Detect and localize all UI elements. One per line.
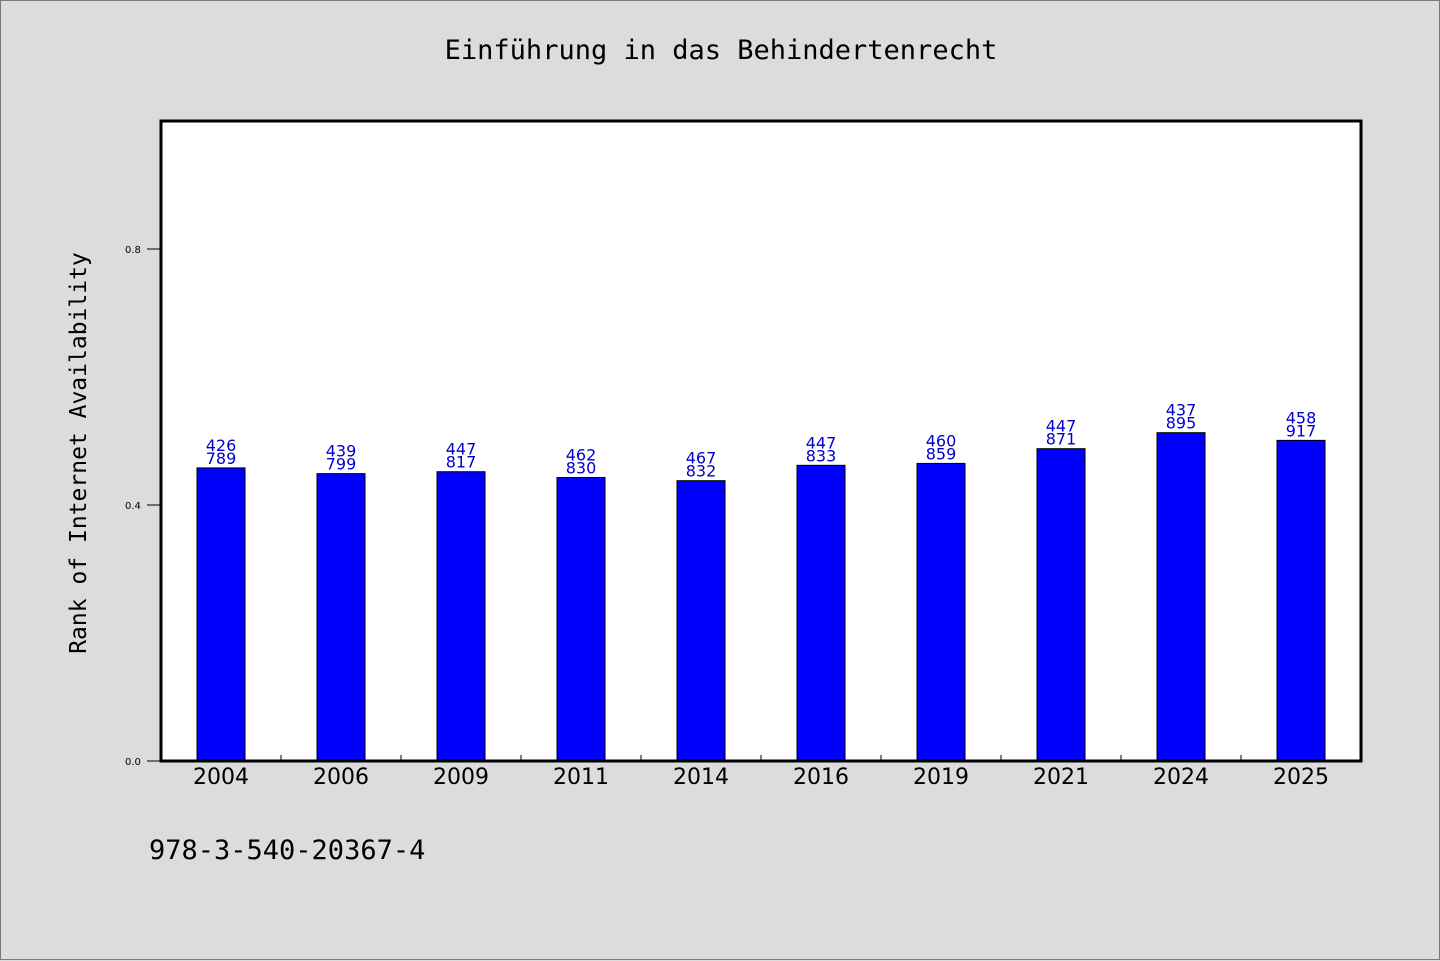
x-tick-label: 2009 xyxy=(433,765,489,790)
bar-value-label: 439 xyxy=(326,442,357,461)
bar xyxy=(916,462,966,762)
bar-value-label: 437 xyxy=(1166,401,1197,420)
x-tick-label: 2025 xyxy=(1273,765,1329,790)
y-tick-label: 0.4 xyxy=(125,501,141,512)
bar-value-label: 895 xyxy=(1166,414,1197,433)
x-tick-label: 2004 xyxy=(193,765,249,790)
bar xyxy=(1036,448,1086,762)
bar-value-label: 859 xyxy=(926,444,957,463)
bar-value-label: 467 xyxy=(686,449,717,468)
bar xyxy=(436,471,486,762)
bar-value-label: 426 xyxy=(206,436,237,455)
x-tick-label: 2021 xyxy=(1033,765,1089,790)
bar-value-label: 462 xyxy=(566,445,597,464)
chart-title: Einführung in das Behindertenrecht xyxy=(444,35,998,66)
bar-value-label: 832 xyxy=(686,462,717,481)
bar-value-label: 789 xyxy=(206,449,237,468)
bar-value-label: 447 xyxy=(446,440,477,459)
bar xyxy=(676,480,726,762)
x-tick-label: 2016 xyxy=(793,765,849,790)
bar xyxy=(796,464,846,762)
bar-value-label: 833 xyxy=(806,446,837,465)
bar-value-label: 830 xyxy=(566,458,597,477)
bar-value-label: 817 xyxy=(446,453,477,472)
bar-value-label: 917 xyxy=(1286,421,1317,440)
bar xyxy=(1276,439,1326,762)
y-tick-label: 0.8 xyxy=(125,245,141,256)
bar-value-label: 458 xyxy=(1286,408,1317,427)
bar-value-label: 447 xyxy=(806,433,837,452)
x-tick-label: 2011 xyxy=(553,765,609,790)
bar-value-label: 460 xyxy=(926,431,957,450)
bar xyxy=(1156,432,1206,762)
plot-frame xyxy=(159,119,1363,763)
x-tick-label: 2024 xyxy=(1153,765,1209,790)
bar xyxy=(196,467,246,762)
bar-value-label: 799 xyxy=(326,455,357,474)
bar xyxy=(316,473,366,762)
y-tick-label: 0.0 xyxy=(125,757,141,768)
x-tick-label: 2014 xyxy=(673,765,729,790)
isbn-label: 978-3-540-20367-4 xyxy=(149,835,426,866)
bar-value-label: 447 xyxy=(1046,417,1077,436)
bar-value-label: 871 xyxy=(1046,430,1077,449)
bar xyxy=(556,476,606,762)
x-tick-label: 2006 xyxy=(313,765,369,790)
x-tick-label: 2019 xyxy=(913,765,969,790)
